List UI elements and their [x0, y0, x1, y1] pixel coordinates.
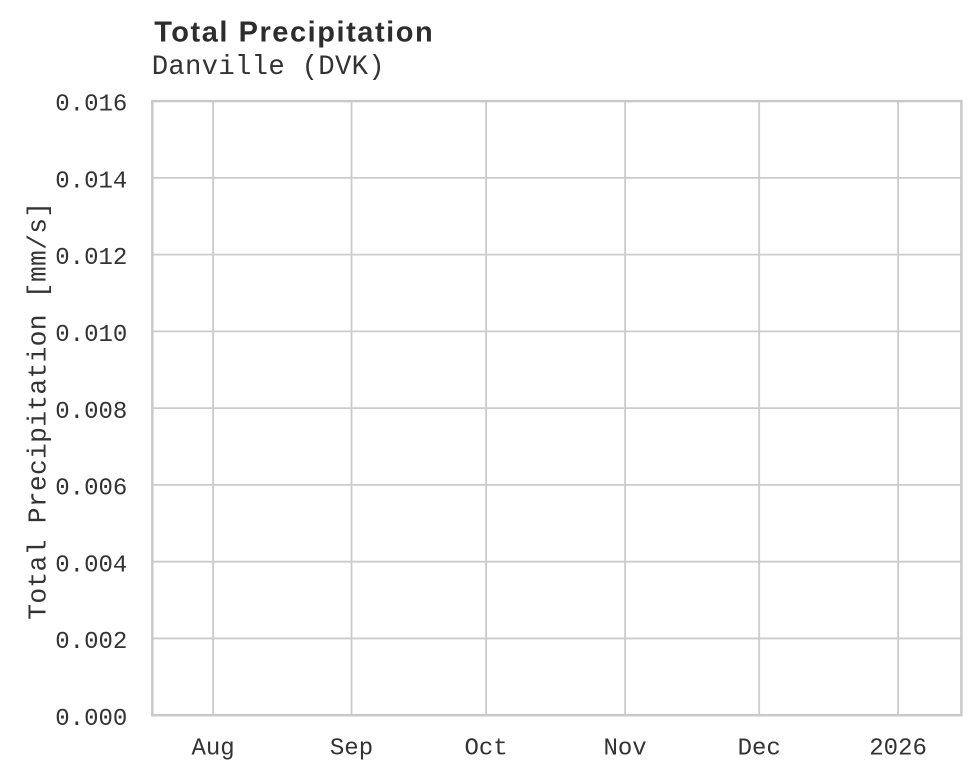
svg-text:Danville (DVK): Danville (DVK): [152, 52, 385, 83]
svg-text:Oct: Oct: [464, 736, 507, 763]
svg-text:0.002: 0.002: [55, 629, 127, 656]
svg-text:0.014: 0.014: [55, 168, 127, 195]
svg-text:Sep: Sep: [330, 736, 373, 763]
svg-text:0.012: 0.012: [55, 245, 127, 272]
svg-text:2026: 2026: [869, 736, 927, 763]
svg-text:0.006: 0.006: [55, 476, 127, 503]
svg-text:0.008: 0.008: [55, 399, 127, 426]
svg-text:0.010: 0.010: [55, 322, 127, 349]
svg-text:0.016: 0.016: [55, 92, 127, 119]
svg-text:Aug: Aug: [191, 736, 234, 763]
svg-text:Total Precipitation [mm/s]: Total Precipitation [mm/s]: [23, 202, 53, 620]
svg-text:Dec: Dec: [738, 736, 781, 763]
svg-text:0.000: 0.000: [55, 706, 127, 733]
svg-text:Total Precipitation: Total Precipitation: [154, 17, 434, 49]
svg-text:Nov: Nov: [603, 736, 646, 763]
svg-text:0.004: 0.004: [55, 552, 127, 579]
